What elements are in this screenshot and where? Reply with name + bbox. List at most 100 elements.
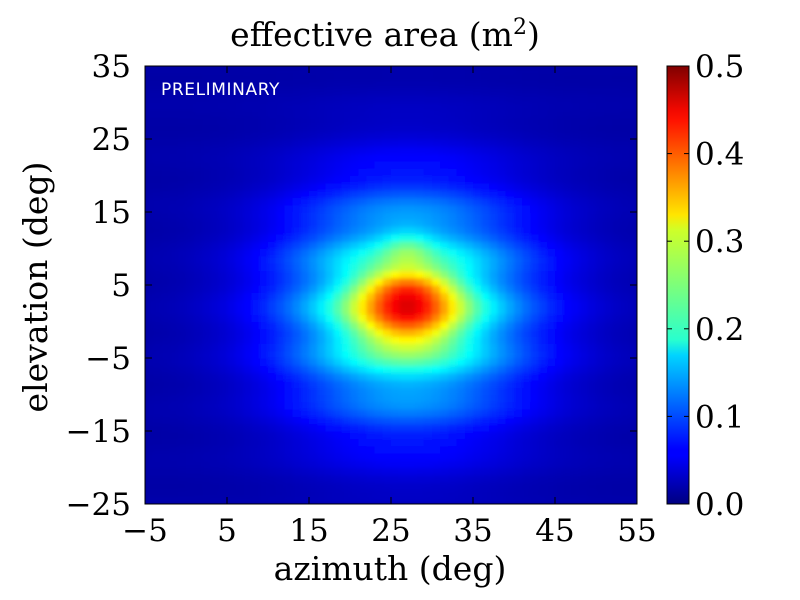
heatmap-cell	[153, 168, 162, 177]
heatmap-cell	[399, 489, 408, 498]
heatmap-cell	[522, 212, 531, 220]
heatmap-cell	[514, 109, 523, 118]
heatmap-cell	[514, 416, 523, 425]
heatmap-cell	[153, 146, 162, 155]
heatmap-cell	[505, 109, 515, 118]
heatmap-cell	[612, 416, 622, 425]
heatmap-cell	[587, 336, 597, 344]
heatmap-cell	[382, 431, 392, 439]
heatmap-cell	[276, 139, 285, 147]
heatmap-cell	[407, 255, 417, 264]
heatmap-cell	[522, 197, 531, 206]
heatmap-cell	[186, 387, 195, 396]
heatmap-cell	[177, 277, 187, 286]
heatmap-cell	[456, 460, 466, 469]
heatmap-cell	[546, 358, 556, 366]
heatmap-cell	[571, 431, 581, 439]
heatmap-cell	[448, 117, 458, 125]
heatmap-cell	[563, 292, 572, 301]
heatmap-cell	[333, 460, 343, 469]
heatmap-cell	[432, 496, 441, 504]
heatmap-cell	[423, 431, 433, 439]
x-tick-label: −5	[122, 513, 168, 549]
heatmap-cell	[341, 299, 351, 308]
heatmap-cell	[358, 182, 367, 191]
heatmap-cell	[202, 314, 212, 323]
heatmap-cell	[145, 270, 154, 279]
heatmap-cell	[251, 285, 261, 293]
heatmap-cell	[612, 95, 622, 104]
heatmap-cell	[563, 467, 572, 476]
heatmap-cell	[604, 233, 613, 242]
heatmap-cell	[259, 387, 269, 396]
heatmap-cell	[587, 401, 597, 410]
heatmap-cell	[366, 292, 376, 301]
heatmap-cell	[571, 109, 581, 118]
heatmap-cell	[481, 372, 490, 381]
heatmap-cell	[227, 146, 236, 155]
heatmap-cell	[481, 467, 490, 476]
heatmap-cell	[366, 226, 376, 235]
heatmap-cell	[341, 365, 351, 374]
heatmap-cell	[448, 482, 458, 490]
heatmap-cell	[489, 306, 499, 315]
heatmap-cell	[169, 182, 179, 191]
heatmap-cell	[300, 168, 310, 177]
heatmap-cell	[604, 409, 613, 417]
heatmap-cell	[382, 387, 392, 396]
heatmap-cell	[530, 131, 540, 140]
heatmap-cell	[481, 416, 490, 425]
heatmap-cell	[514, 431, 523, 439]
heatmap-cell	[415, 423, 425, 432]
heatmap-cell	[423, 212, 433, 220]
heatmap-cell	[448, 423, 458, 432]
heatmap-cell	[227, 168, 236, 177]
heatmap-cell	[407, 343, 417, 352]
heatmap-cell	[423, 255, 433, 264]
heatmap-cell	[489, 277, 499, 286]
heatmap-cell	[571, 160, 581, 169]
heatmap-cell	[612, 226, 622, 235]
heatmap-cell	[473, 496, 482, 504]
heatmap-cell	[399, 109, 408, 118]
heatmap-cell	[276, 409, 285, 417]
heatmap-cell	[251, 117, 261, 125]
heatmap-cell	[177, 336, 187, 344]
heatmap-cell	[145, 445, 154, 454]
heatmap-cell	[579, 343, 589, 352]
heatmap-cell	[276, 365, 285, 374]
heatmap-cell	[186, 445, 195, 454]
heatmap-cell	[514, 328, 523, 337]
heatmap-cell	[620, 387, 630, 396]
heatmap-cell	[489, 358, 499, 366]
heatmap-cell	[423, 292, 433, 301]
heatmap-cell	[579, 109, 589, 118]
heatmap-cell	[522, 379, 531, 388]
heatmap-cell	[341, 431, 351, 439]
heatmap-cell	[423, 139, 433, 147]
heatmap-cell	[571, 394, 581, 403]
heatmap-cell	[481, 336, 490, 344]
heatmap-cell	[612, 263, 622, 271]
heatmap-cell	[407, 328, 417, 337]
heatmap-cell	[325, 285, 335, 293]
heatmap-cell	[530, 226, 540, 235]
heatmap-cell	[399, 452, 408, 461]
heatmap-cell	[489, 255, 499, 264]
heatmap-cell	[268, 124, 277, 133]
heatmap-cell	[391, 285, 400, 293]
heatmap-cell	[399, 255, 408, 264]
heatmap-cell	[161, 387, 171, 396]
heatmap-cell	[530, 365, 540, 374]
heatmap-cell	[620, 255, 630, 264]
heatmap-cell	[587, 365, 597, 374]
heatmap-cell	[194, 474, 203, 483]
heatmap-cell	[505, 204, 515, 213]
heatmap-cell	[538, 299, 548, 308]
heatmap-cell	[473, 124, 482, 133]
heatmap-cell	[456, 445, 466, 454]
x-tick-label: 25	[371, 513, 410, 549]
heatmap-cell	[341, 321, 351, 330]
